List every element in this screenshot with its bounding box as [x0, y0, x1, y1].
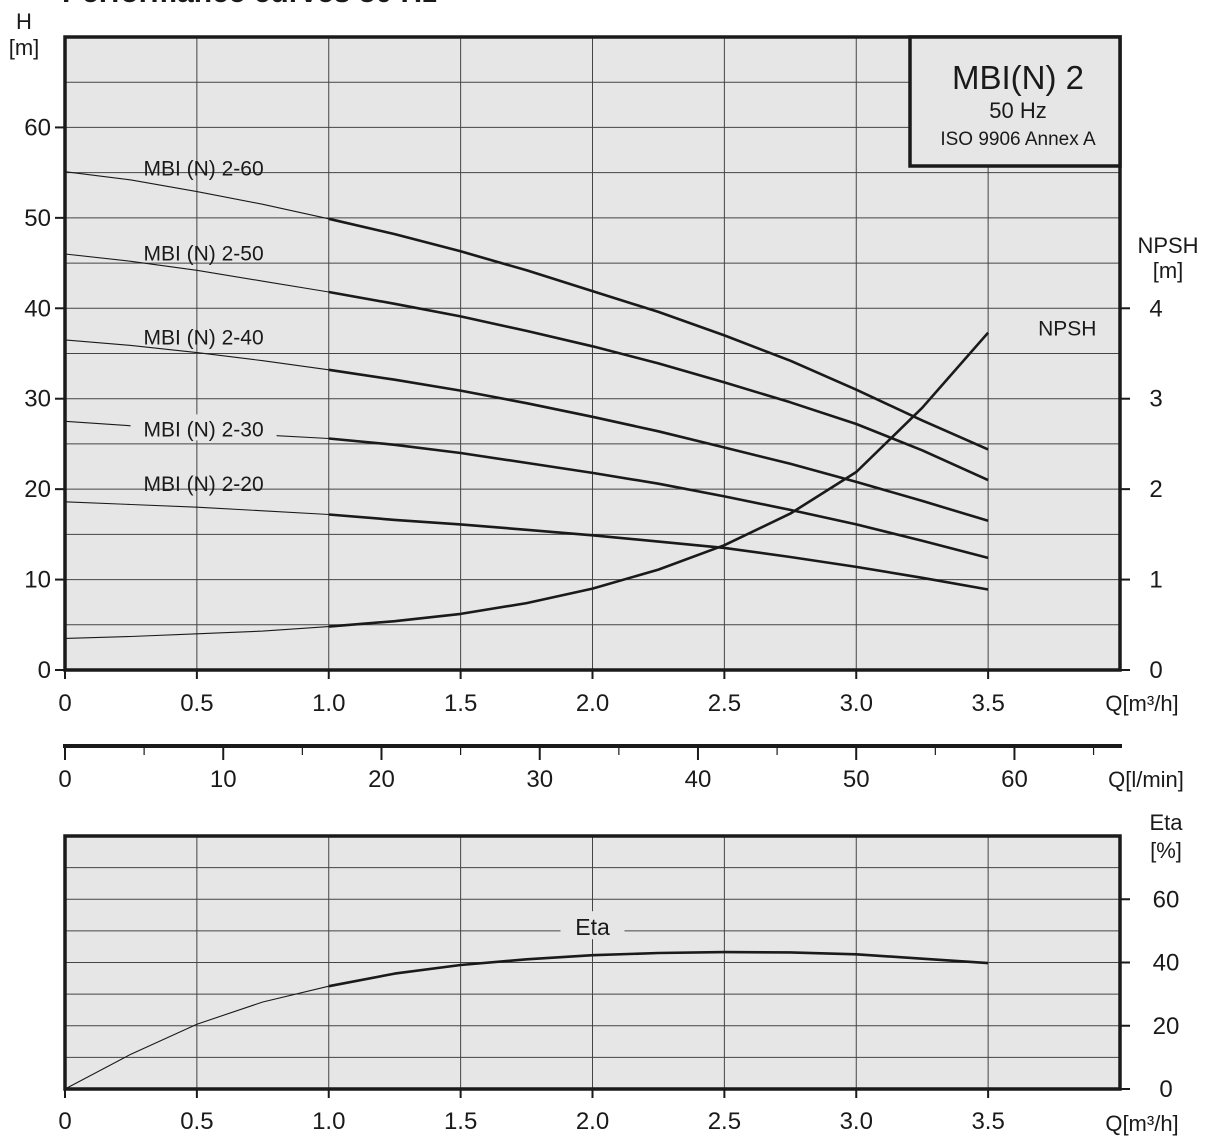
- series-mbi-n-2-60-line: [328, 217, 989, 451]
- flow-tick-label: 2.5: [708, 690, 741, 717]
- eta-tick-label: 40: [1153, 950, 1180, 977]
- eta-axis-unit: [%]: [1150, 838, 1182, 863]
- lmin-axis-label: Q[l/min]: [1108, 767, 1184, 792]
- eta-flow-tick-label: 0.5: [180, 1108, 213, 1135]
- eta-tick-label: 0: [1159, 1076, 1172, 1103]
- series-mbi-n-2-20-line: [328, 513, 989, 591]
- head-axis-label: H: [16, 9, 32, 34]
- head-tick-label: 30: [24, 386, 51, 413]
- model-frequency: 50 Hz: [989, 98, 1046, 123]
- flow-tick-label: 0.5: [180, 690, 213, 717]
- model-info-box: MBI(N) 2 50 Hz ISO 9906 Annex A: [908, 35, 1122, 168]
- eta-flow-tick-label: 1.5: [444, 1108, 477, 1135]
- series-mbi-n-2-60-extrapolated: [64, 171, 329, 220]
- head-tick-label: 20: [24, 476, 51, 503]
- lmin-tick-label: 20: [368, 766, 395, 793]
- eta-flow-axis-label: Q[m³/h]: [1105, 1111, 1178, 1136]
- curve-label-mbi-n-2-20: MBI (N) 2-20: [143, 473, 263, 496]
- model-standard: ISO 9906 Annex A: [940, 129, 1096, 150]
- eta-flow-tick-label: 2.0: [576, 1108, 609, 1135]
- eta-flow-tick-label: 3.0: [840, 1108, 873, 1135]
- series-eta-extrapolated: [64, 985, 329, 1090]
- series-mbi-n-2-30-line: [328, 437, 989, 560]
- head-tick-label: 50: [24, 205, 51, 232]
- eta-flow-tick-label: 3.5: [971, 1108, 1004, 1135]
- curve-label-mbi-n-2-50: MBI (N) 2-50: [143, 242, 263, 265]
- curve-label-npsh: NPSH: [1038, 318, 1096, 341]
- model-info-frame: [908, 35, 1122, 168]
- lmin-tick-label: 40: [685, 766, 712, 793]
- series-mbi-n-2-50-extrapolated: [64, 253, 329, 293]
- series-npsh-extrapolated: [64, 626, 329, 639]
- series-mbi-n-2-40-extrapolated: [64, 339, 329, 371]
- flow-tick-label: 3.5: [971, 690, 1004, 717]
- npsh-tick-label: 0: [1149, 657, 1162, 684]
- curve-label-mbi-n-2-30: MBI (N) 2-30: [143, 418, 263, 441]
- lmin-tick-label: 10: [210, 766, 237, 793]
- eta-flow-tick-label: 2.5: [708, 1108, 741, 1135]
- series-mbi-n-2-50-line: [328, 290, 989, 482]
- npsh-tick-label: 4: [1149, 295, 1162, 322]
- curve-label-backdrop: [130, 414, 277, 441]
- npsh-tick-label: 2: [1149, 476, 1162, 503]
- curve-label-eta: Eta: [575, 914, 610, 940]
- series-eta-line: [328, 950, 989, 988]
- efficiency-chart: 0 20 40 60 0 0.5 1.0 1.5 2.0 2.5 3.0 3.5 Eta Eta [%…: [58, 810, 1183, 1136]
- eta-flow-tick-label: 1.0: [312, 1108, 345, 1135]
- eta-label-backdrop: [560, 911, 625, 940]
- eta-axis-label: Eta: [1149, 810, 1183, 835]
- lmin-tick-label: 0: [58, 766, 71, 793]
- model-name: MBI(N) 2: [952, 59, 1084, 96]
- lmin-tick-label: 60: [1001, 766, 1028, 793]
- series-npsh-line: [328, 331, 990, 628]
- head-tick-label: 0: [38, 657, 51, 684]
- eta-tick-label: 20: [1153, 1013, 1180, 1040]
- curve-label-mbi-n-2-40: MBI (N) 2-40: [143, 327, 263, 350]
- npsh-axis-label: NPSH: [1137, 233, 1198, 258]
- flow-lmin-scale: 0 10 20 30 40 50 60 Q[l/min]: [58, 744, 1184, 793]
- page-heading: Performance curves 50 Hz: [62, 0, 437, 9]
- flow-tick-label: 0: [58, 690, 71, 717]
- curve-label-mbi-n-2-60: MBI (N) 2-60: [143, 158, 263, 181]
- eta-tick-label: 60: [1153, 886, 1180, 913]
- flow-tick-label: 3.0: [840, 690, 873, 717]
- npsh-axis-unit: [m]: [1153, 258, 1184, 283]
- series-mbi-n-2-20-extrapolated: [64, 501, 329, 516]
- head-axis-unit: [m]: [9, 35, 40, 60]
- flow-tick-label: 1.0: [312, 690, 345, 717]
- flow-tick-label: 1.5: [444, 690, 477, 717]
- series-mbi-n-2-40-line: [328, 368, 989, 523]
- flow-axis-label: Q[m³/h]: [1105, 691, 1178, 716]
- lmin-tick-label: 30: [526, 766, 553, 793]
- npsh-tick-label: 1: [1149, 567, 1162, 594]
- head-tick-label: 40: [24, 295, 51, 322]
- eta-flow-tick-label: 0: [58, 1108, 71, 1135]
- head-tick-label: 10: [24, 567, 51, 594]
- npsh-tick-label: 3: [1149, 386, 1162, 413]
- head-tick-label: 60: [24, 114, 51, 141]
- flow-tick-label: 2.0: [576, 690, 609, 717]
- lmin-tick-label: 50: [843, 766, 870, 793]
